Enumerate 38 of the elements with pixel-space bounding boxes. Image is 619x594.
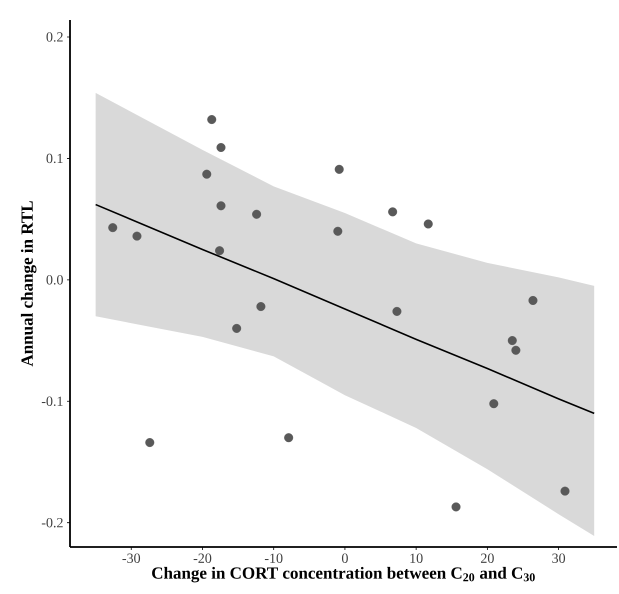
point [215,246,224,256]
point [560,486,570,496]
point [108,223,118,232]
point [511,346,520,355]
line-series [94,204,596,414]
x-axis-title: Change in CORT concentration between C$_{20}$ and C$_{30}$ [152,566,535,582]
x-tick-label: 10 [410,554,423,563]
point [232,324,242,333]
point [216,201,226,210]
point [424,219,433,228]
y-tick-label: 0.0 [46,275,63,285]
point [252,210,262,219]
x-tick-label: 30 [552,554,566,563]
point [132,232,142,241]
y-tick-label: 0.1 [46,154,63,164]
x-tick-label: -30 [122,554,140,563]
point [333,226,342,236]
point [216,142,226,152]
point [508,336,517,346]
point [452,502,461,512]
y-tick-label: 0.2 [46,32,63,42]
point [145,438,154,448]
point [528,296,538,305]
point [202,170,212,179]
y-axis-title: Annual change in RTL [20,201,36,366]
y-tick-label: -0.1 [42,396,63,406]
point [284,433,294,442]
point [489,399,498,408]
point [388,207,398,216]
x-tick-label: 0 [342,554,348,563]
x-tick-label: -10 [264,554,282,563]
x-tick-label: 20 [480,554,494,563]
point [334,164,344,174]
point [256,302,266,312]
point [207,115,216,124]
y-tick-label: -0.2 [42,518,63,528]
point [392,306,402,316]
x-tick-label: -20 [194,554,212,563]
